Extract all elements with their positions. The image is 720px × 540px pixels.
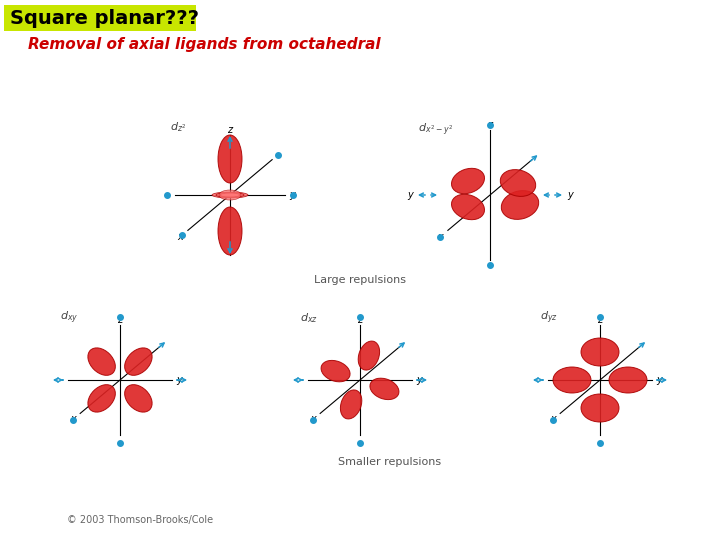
- Text: x: x: [438, 232, 443, 242]
- Ellipse shape: [581, 394, 619, 422]
- Ellipse shape: [218, 207, 242, 255]
- Ellipse shape: [88, 348, 115, 375]
- Text: x: x: [70, 414, 76, 424]
- Text: $d_{x^2-y^2}$: $d_{x^2-y^2}$: [418, 122, 453, 138]
- Ellipse shape: [321, 360, 350, 382]
- Text: z: z: [228, 125, 233, 135]
- FancyBboxPatch shape: [4, 5, 196, 31]
- Ellipse shape: [451, 194, 485, 220]
- Text: Large repulsions: Large repulsions: [314, 275, 406, 285]
- Text: Removal of axial ligands from octahedral: Removal of axial ligands from octahedral: [28, 37, 381, 52]
- Ellipse shape: [212, 192, 248, 198]
- Text: Smaller repulsions: Smaller repulsions: [338, 457, 441, 467]
- Text: Square planar???: Square planar???: [10, 9, 199, 28]
- Text: y: y: [416, 375, 422, 385]
- Text: $d_{xz}$: $d_{xz}$: [300, 311, 318, 325]
- Ellipse shape: [216, 192, 244, 198]
- Ellipse shape: [581, 338, 619, 366]
- Ellipse shape: [125, 384, 152, 412]
- Ellipse shape: [501, 191, 539, 219]
- Ellipse shape: [370, 378, 399, 400]
- Ellipse shape: [219, 190, 241, 200]
- Text: © 2003 Thomson-Brooks/Cole: © 2003 Thomson-Brooks/Cole: [67, 515, 213, 525]
- Ellipse shape: [88, 384, 115, 412]
- Ellipse shape: [220, 193, 240, 197]
- Text: y: y: [289, 190, 295, 200]
- Text: z: z: [487, 120, 492, 130]
- Text: x: x: [310, 414, 316, 424]
- Ellipse shape: [451, 168, 485, 194]
- Text: y: y: [407, 190, 413, 200]
- Ellipse shape: [218, 135, 242, 183]
- Text: $d_{xy}$: $d_{xy}$: [60, 310, 78, 326]
- Ellipse shape: [553, 367, 591, 393]
- Text: $d_{yz}$: $d_{yz}$: [540, 310, 558, 326]
- Ellipse shape: [358, 341, 379, 370]
- Ellipse shape: [609, 367, 647, 393]
- Text: y: y: [656, 375, 662, 385]
- Text: y: y: [567, 190, 573, 200]
- Text: $d_{z^2}$: $d_{z^2}$: [170, 120, 186, 134]
- Text: y: y: [176, 375, 182, 385]
- Text: z: z: [117, 315, 122, 325]
- Text: x: x: [177, 232, 183, 242]
- Ellipse shape: [125, 348, 152, 375]
- Text: z: z: [357, 315, 363, 325]
- Ellipse shape: [341, 390, 362, 419]
- Text: z: z: [598, 315, 603, 325]
- Text: x: x: [550, 414, 556, 424]
- Ellipse shape: [500, 170, 536, 197]
